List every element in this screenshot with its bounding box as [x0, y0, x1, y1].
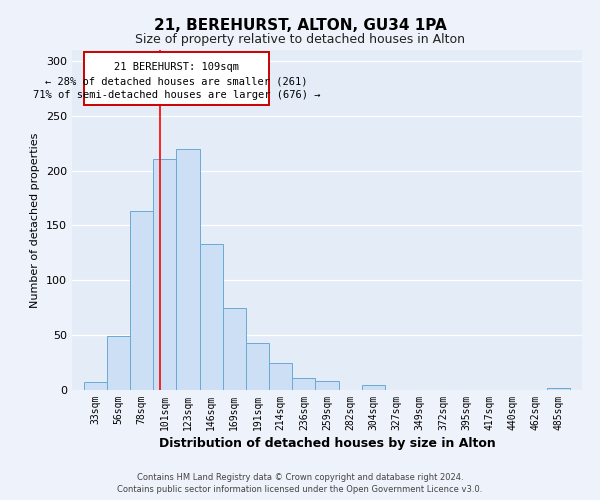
Bar: [83, 382, 107, 390]
Bar: [130, 211, 153, 390]
Bar: [107, 336, 130, 390]
Text: Size of property relative to detached houses in Alton: Size of property relative to detached ho…: [135, 32, 465, 46]
Bar: [246, 343, 269, 390]
Text: Contains HM Land Registry data © Crown copyright and database right 2024.
Contai: Contains HM Land Registry data © Crown c…: [118, 472, 482, 494]
Text: 21 BEREHURST: 109sqm: 21 BEREHURST: 109sqm: [114, 62, 239, 72]
Bar: [223, 308, 246, 390]
Y-axis label: Number of detached properties: Number of detached properties: [31, 132, 40, 308]
Bar: [362, 384, 385, 390]
Bar: [153, 158, 176, 390]
Bar: [176, 148, 199, 390]
Text: 71% of semi-detached houses are larger (676) →: 71% of semi-detached houses are larger (…: [32, 90, 320, 101]
Bar: [269, 362, 292, 390]
Text: ← 28% of detached houses are smaller (261): ← 28% of detached houses are smaller (26…: [45, 76, 308, 86]
X-axis label: Distribution of detached houses by size in Alton: Distribution of detached houses by size …: [158, 437, 496, 450]
FancyBboxPatch shape: [83, 52, 269, 105]
Bar: [292, 378, 316, 390]
Bar: [199, 244, 223, 390]
Bar: [316, 381, 338, 390]
Text: 21, BEREHURST, ALTON, GU34 1PA: 21, BEREHURST, ALTON, GU34 1PA: [154, 18, 446, 32]
Bar: [547, 388, 571, 390]
